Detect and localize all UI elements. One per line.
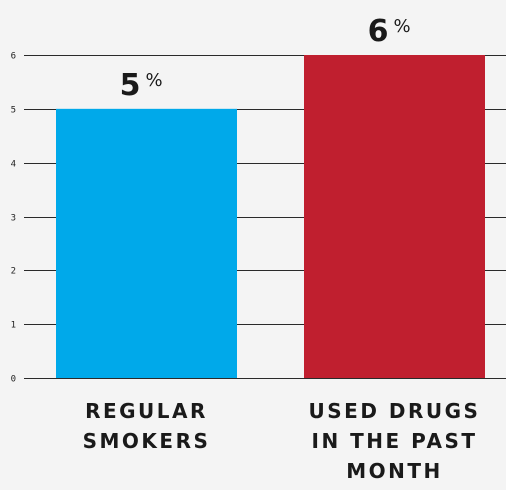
value-labels: 5 %6% (120, 14, 411, 103)
value-label: 5 (120, 68, 141, 103)
category-labels: REGULAR SMOKERS USED DRUGS IN THE PAST MONTH (83, 399, 481, 483)
value-unit: % (394, 16, 411, 37)
category-label-line: REGULAR (85, 399, 208, 423)
category-label-line: MONTH (346, 459, 443, 483)
y-tick-label: 0 (11, 375, 16, 385)
bar-1 (56, 108, 237, 378)
category-label-line: SMOKERS (83, 429, 211, 453)
y-axis-tick-labels: 0 1 2 3 4 5 6 (11, 52, 16, 385)
y-tick-label: 6 (11, 52, 16, 62)
category-label-line: IN THE PAST (312, 429, 478, 453)
y-tick-label: 1 (11, 321, 16, 331)
value-label: 6 (368, 14, 389, 49)
bar-2 (304, 55, 485, 378)
y-tick-label: 2 (11, 267, 16, 277)
y-tick-label: 3 (11, 214, 16, 224)
value-unit: % (146, 70, 163, 91)
y-tick-label: 4 (11, 160, 16, 170)
bars (56, 55, 485, 378)
category-label-line: USED DRUGS (309, 399, 481, 423)
y-tick-label: 5 (11, 106, 16, 116)
